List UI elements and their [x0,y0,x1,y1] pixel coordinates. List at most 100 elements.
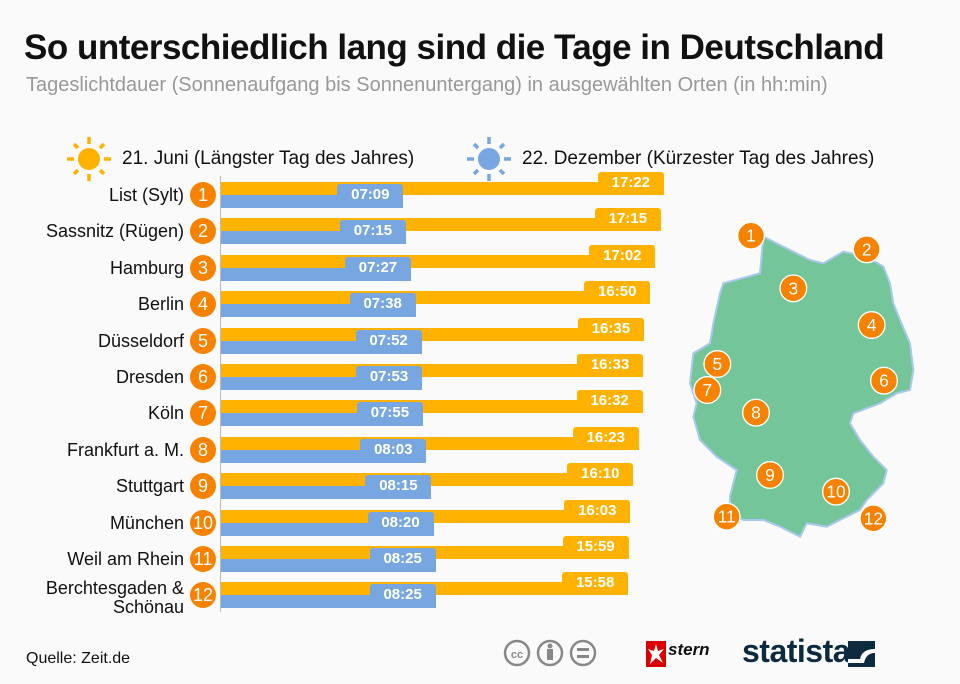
location-label: München [109,512,184,533]
map-marker: 3 [779,274,808,303]
label-december: 08:15 [365,475,432,497]
bar-june [221,436,639,450]
chart-title: So unterschiedlich lang sind die Tage in… [24,28,885,67]
label-june: 16:50 [584,281,651,303]
cc-license-icons[interactable]: cc [502,638,598,668]
location-label: Düsseldorf [97,330,184,351]
label-december: 08:25 [369,584,436,606]
svg-text:10: 10 [826,482,845,502]
svg-text:5: 5 [713,354,723,374]
bar-june [221,182,664,195]
label-june: 17:15 [594,208,661,230]
location-number: 7 [190,400,216,427]
label-december: 08:03 [360,438,427,460]
svg-text:6: 6 [879,371,889,391]
label-december: 07:52 [355,329,422,351]
source: Quelle: Zeit.de [26,650,131,667]
sun-icon [67,137,111,181]
label-june: 16:32 [576,390,643,412]
label-december: 07:38 [349,293,416,315]
location-number: 9 [190,473,216,500]
location-number: 5 [190,327,216,354]
label-december: 07:15 [339,220,406,242]
stern-logo[interactable] [646,641,666,667]
label-december: 07:53 [356,366,423,387]
location-number: 10 [190,509,216,536]
label-june: 16:10 [567,463,634,485]
location-label: Köln [147,403,184,424]
location-number: 11 [190,546,216,572]
location-label: Dresden [115,367,184,387]
map-marker: 4 [857,311,886,339]
label-december: 07:27 [344,256,411,278]
statista-logo-icon [848,641,875,667]
svg-text:2: 2 [862,239,872,259]
bar-june [221,291,651,305]
label-june: 15:59 [562,536,629,557]
location-label: Sassnitz (Rügen) [45,221,184,242]
bar-june [221,400,643,414]
bar-june [221,364,644,377]
location-label: Berlin [137,294,184,315]
svg-text:11: 11 [718,507,736,527]
svg-text:cc: cc [511,649,523,661]
svg-text:4: 4 [867,315,877,335]
location-number: 1 [190,182,216,208]
legend-june: 21. Juni (Längster Tag des Jahres) [66,136,414,182]
location-number: 6 [190,364,216,390]
location-label: Berchtesgaden & Schönau [45,578,184,618]
bar-june [221,327,644,341]
map-marker: 7 [693,376,722,404]
map-marker: 6 [870,366,898,395]
bar-june [221,254,656,268]
label-june: 16:33 [577,354,644,375]
svg-text:1: 1 [746,226,756,246]
sun-icon [467,137,511,181]
svg-text:3: 3 [789,278,799,298]
legend-label: 22. Dezember (Kürzester Tag des Jahres) [522,148,875,169]
stern-logo-text: stern [668,640,710,659]
map-marker: 9 [756,461,784,489]
location-label: Frankfurt a. M. [66,439,184,460]
map-marker: 8 [742,398,770,427]
location-number: 3 [190,254,216,281]
map-marker: 2 [852,235,881,264]
svg-text:12: 12 [864,508,883,528]
bar-june [221,218,661,232]
map-marker: 10 [822,477,850,506]
chart-subtitle: Tageslichtdauer (Sonnenaufgang bis Sonne… [26,74,828,96]
label-june: 16:03 [564,499,631,521]
location-label: List (Sylt) [108,185,184,205]
location-number: 12 [190,582,216,609]
label-december: 07:55 [356,402,423,424]
map-marker: 11 [712,502,741,531]
cc-icon [503,639,531,667]
location-label: Stuttgart [115,476,184,497]
legend-december: 22. Dezember (Kürzester Tag des Jahres) [466,136,874,182]
label-june: 17:22 [597,172,664,193]
legend-label: 21. Juni (Längster Tag des Jahres) [122,148,415,169]
svg-text:8: 8 [751,403,761,423]
label-june: 17:02 [589,244,656,266]
label-december: 07:09 [337,184,404,205]
label-june: 16:35 [577,317,644,339]
label-december: 08:20 [367,511,434,533]
location-label: Weil am Rhein [67,549,184,569]
location-number: 4 [190,291,216,318]
svg-text:9: 9 [765,465,775,485]
label-december: 08:25 [369,548,436,569]
statista-logo[interactable]: statista [742,633,851,669]
axis-line [220,176,221,612]
location-label: Hamburg [109,257,184,278]
location-number: 8 [190,436,216,463]
nd-icon [569,639,597,667]
map-shape [688,235,915,539]
by-icon [536,639,564,667]
map-marker: 5 [703,350,732,378]
map-marker: 12 [859,504,888,533]
map-marker: 1 [737,221,765,250]
location-number: 2 [190,218,216,245]
label-june: 16:23 [572,426,639,448]
